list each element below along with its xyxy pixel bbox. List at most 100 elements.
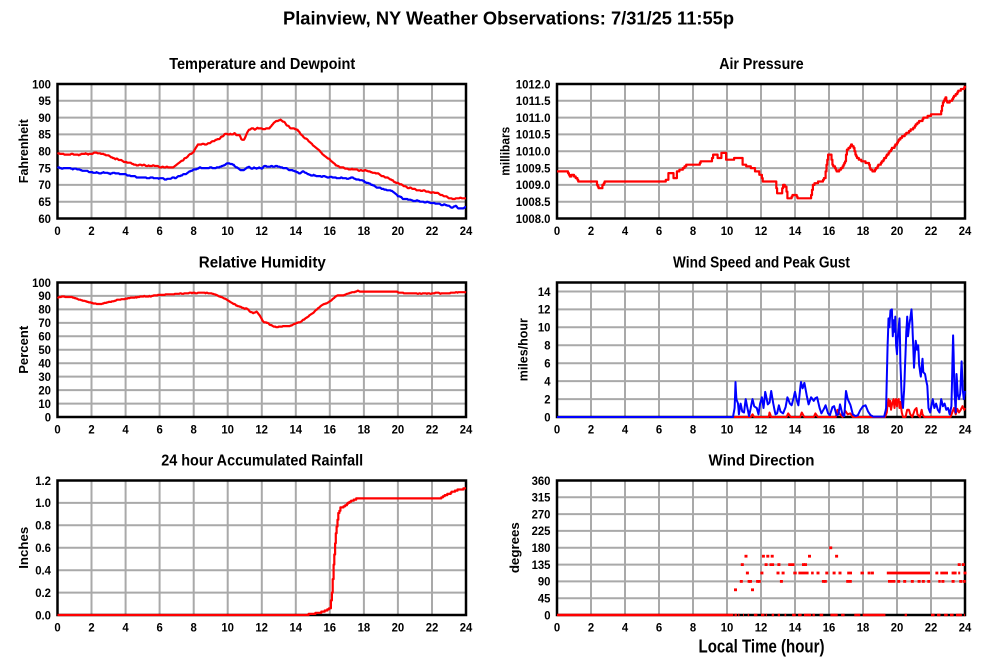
svg-text:10: 10: [221, 422, 234, 436]
svg-text:miles/hour: miles/hour: [516, 318, 531, 381]
svg-text:12: 12: [255, 620, 268, 634]
svg-text:12: 12: [755, 224, 768, 238]
svg-text:135: 135: [532, 558, 551, 572]
svg-text:0: 0: [544, 410, 550, 424]
svg-text:6: 6: [656, 224, 662, 238]
svg-text:2: 2: [88, 422, 94, 436]
svg-text:Plainview, NY Weather Observat: Plainview, NY Weather Observations: 7/31…: [283, 8, 734, 29]
svg-text:Air Pressure: Air Pressure: [719, 56, 804, 73]
svg-text:0: 0: [54, 620, 60, 634]
svg-text:20: 20: [891, 422, 904, 436]
svg-text:270: 270: [532, 507, 551, 521]
svg-text:14: 14: [789, 422, 802, 436]
svg-text:225: 225: [532, 524, 551, 538]
svg-text:Temperature and Dewpoint: Temperature and Dewpoint: [169, 56, 355, 73]
svg-text:24: 24: [959, 224, 972, 238]
svg-text:0: 0: [554, 224, 560, 238]
svg-text:0: 0: [554, 620, 560, 634]
svg-text:16: 16: [324, 422, 337, 436]
svg-text:1011.5: 1011.5: [516, 94, 551, 108]
svg-text:60: 60: [38, 212, 51, 226]
svg-text:1010.5: 1010.5: [516, 128, 551, 142]
svg-text:2: 2: [544, 392, 550, 406]
svg-text:45: 45: [538, 592, 551, 606]
svg-text:6: 6: [157, 620, 163, 634]
svg-text:14: 14: [538, 285, 551, 299]
svg-text:4: 4: [122, 224, 128, 238]
svg-text:14: 14: [789, 620, 802, 634]
svg-text:16: 16: [823, 620, 836, 634]
svg-text:80: 80: [38, 303, 51, 317]
svg-text:18: 18: [857, 422, 870, 436]
svg-text:10: 10: [221, 620, 234, 634]
svg-text:10: 10: [721, 422, 734, 436]
svg-text:100: 100: [32, 77, 51, 91]
svg-text:0.4: 0.4: [35, 564, 51, 578]
svg-text:8: 8: [191, 422, 197, 436]
svg-text:12: 12: [755, 620, 768, 634]
svg-text:8: 8: [690, 422, 696, 436]
svg-text:1010.0: 1010.0: [516, 145, 551, 159]
svg-text:10: 10: [721, 620, 734, 634]
svg-text:0.6: 0.6: [35, 541, 51, 555]
svg-text:6: 6: [157, 422, 163, 436]
svg-text:10: 10: [538, 321, 551, 335]
svg-text:2: 2: [88, 620, 94, 634]
svg-text:24: 24: [959, 620, 972, 634]
svg-text:100: 100: [32, 276, 51, 290]
svg-text:70: 70: [38, 178, 51, 192]
svg-text:2: 2: [588, 620, 594, 634]
svg-text:1008.0: 1008.0: [516, 212, 551, 226]
svg-text:70: 70: [38, 316, 51, 330]
svg-text:360: 360: [532, 474, 551, 488]
svg-text:90: 90: [38, 111, 51, 125]
svg-text:22: 22: [925, 620, 938, 634]
svg-text:315: 315: [532, 491, 551, 505]
svg-text:6: 6: [544, 357, 550, 371]
svg-text:1.0: 1.0: [35, 496, 51, 510]
svg-text:0: 0: [54, 224, 60, 238]
svg-text:12: 12: [538, 303, 551, 317]
svg-text:4: 4: [122, 422, 128, 436]
svg-text:14: 14: [290, 620, 303, 634]
svg-text:12: 12: [255, 422, 268, 436]
svg-text:22: 22: [925, 422, 938, 436]
svg-text:60: 60: [38, 330, 51, 344]
svg-text:14: 14: [789, 224, 802, 238]
svg-text:20: 20: [891, 224, 904, 238]
svg-text:0.8: 0.8: [35, 519, 51, 533]
svg-text:8: 8: [191, 620, 197, 634]
svg-text:1008.5: 1008.5: [516, 195, 551, 209]
svg-text:80: 80: [38, 145, 51, 159]
svg-text:180: 180: [532, 541, 551, 555]
svg-text:degrees: degrees: [507, 522, 522, 573]
svg-text:0.0: 0.0: [35, 608, 51, 622]
svg-text:16: 16: [823, 224, 836, 238]
svg-text:16: 16: [324, 620, 337, 634]
svg-text:22: 22: [426, 224, 439, 238]
svg-text:90: 90: [538, 575, 551, 589]
svg-text:8: 8: [544, 339, 550, 353]
svg-text:1011.0: 1011.0: [516, 111, 551, 125]
svg-text:20: 20: [38, 383, 51, 397]
svg-text:14: 14: [290, 422, 303, 436]
svg-text:10: 10: [38, 397, 51, 411]
svg-text:50: 50: [38, 343, 51, 357]
svg-text:8: 8: [191, 224, 197, 238]
svg-text:12: 12: [755, 422, 768, 436]
svg-text:6: 6: [656, 422, 662, 436]
svg-text:20: 20: [392, 422, 405, 436]
svg-text:40: 40: [38, 357, 51, 371]
svg-text:Wind Direction: Wind Direction: [709, 452, 815, 469]
svg-text:14: 14: [290, 224, 303, 238]
svg-text:22: 22: [925, 224, 938, 238]
svg-text:4: 4: [622, 422, 628, 436]
svg-text:Local Time (hour): Local Time (hour): [699, 635, 825, 656]
svg-text:22: 22: [426, 620, 439, 634]
svg-text:0: 0: [554, 422, 560, 436]
svg-text:2: 2: [88, 224, 94, 238]
svg-text:95: 95: [38, 94, 51, 108]
svg-text:12: 12: [255, 224, 268, 238]
svg-text:24 hour Accumulated Rainfall: 24 hour Accumulated Rainfall: [161, 452, 363, 469]
svg-text:24: 24: [460, 620, 473, 634]
